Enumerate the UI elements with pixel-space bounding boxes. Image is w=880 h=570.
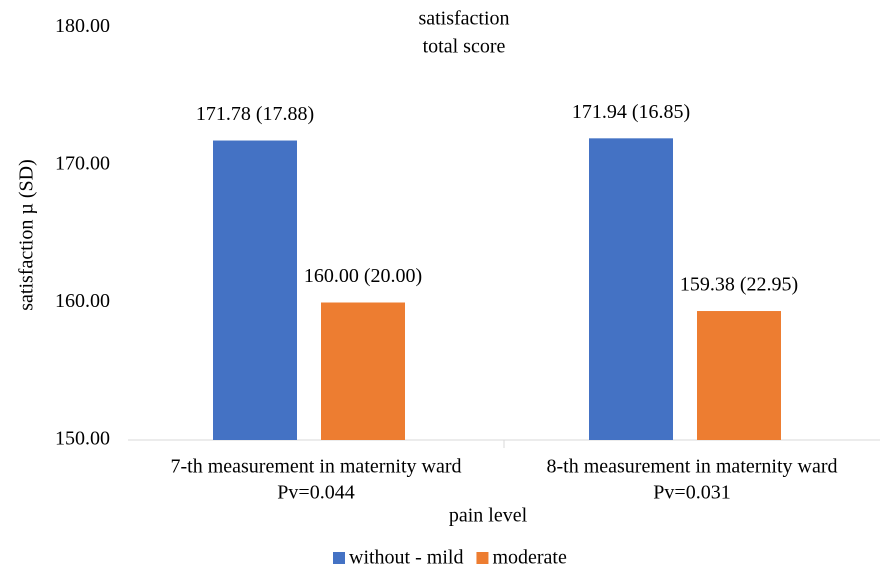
bar [213,140,297,440]
x-axis-label: pain level [449,505,528,527]
value-label: 159.38 (22.95) [680,274,798,296]
value-label: 160.00 (20.00) [304,265,422,287]
value-label: 171.94 (16.85) [572,101,690,123]
chart-title: total score [423,36,506,58]
legend-swatch [333,552,345,564]
bar [697,311,781,440]
x-tick-label: 7-th measurement in maternity ward [170,456,461,478]
value-label: 171.78 (17.88) [196,103,314,125]
x-tick-label: 8-th measurement in maternity ward [546,456,837,478]
legend-label: without - mild [349,547,463,569]
legend-swatch [476,552,489,564]
y-tick-label: 170.00 [55,153,110,175]
x-tick-note: Pv=0.031 [653,482,730,504]
x-tick-note: Pv=0.044 [277,482,354,504]
y-tick-label: 180.00 [55,15,110,37]
y-axis-label: satisfaction µ (SD) [16,159,38,311]
y-tick-label: 150.00 [55,428,110,450]
bar [321,302,405,440]
y-tick-label: 160.00 [55,290,110,312]
legend-label: moderate [492,547,567,569]
bar [589,138,673,440]
chart-title: satisfaction [418,8,509,30]
